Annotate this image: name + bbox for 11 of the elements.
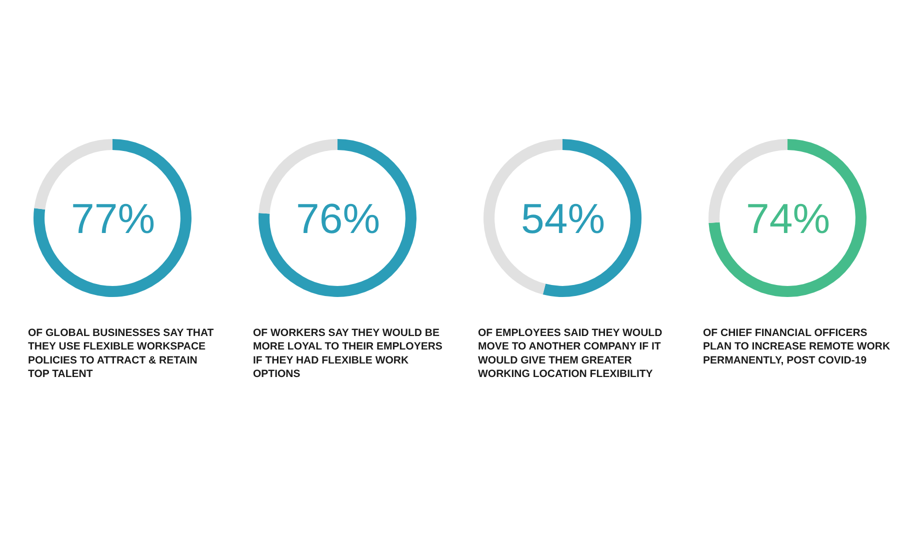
data-label: 76% — [296, 195, 380, 242]
text: OF GLOBAL BUSINESSES SAY THAT THEY USE FLEXIBLE WORKSPACE POLICIES TO ATTRACT & RETAIN TOP TALENT — [28, 327, 214, 380]
data-label: 77% — [71, 195, 156, 242]
text: OF WORKERS SAY THEY WOULD BE MORE LOYAL TO THEIR EMPLOYERS IF THEY HAD FLEXIBLE WORK OPTIONS — [253, 327, 442, 380]
donut-slice — [708, 139, 866, 297]
donut-slice — [34, 139, 192, 297]
text: OF EMPLOYEES SAID THEY WOULD MOVE TO ANOTHER COMPANY IF IT WOULD GIVE THEM GREATER WORKING LOCATION FLEXIBILITY — [478, 327, 663, 380]
text: OF CHIEF FINANCIAL OFFICERS PLAN TO INCREASE REMOTE WORK PERMANENTLY, POST COVID-19 — [703, 327, 890, 366]
data-label: 74% — [746, 195, 830, 242]
donut-slice — [258, 139, 416, 297]
data-label: 54% — [521, 195, 606, 242]
